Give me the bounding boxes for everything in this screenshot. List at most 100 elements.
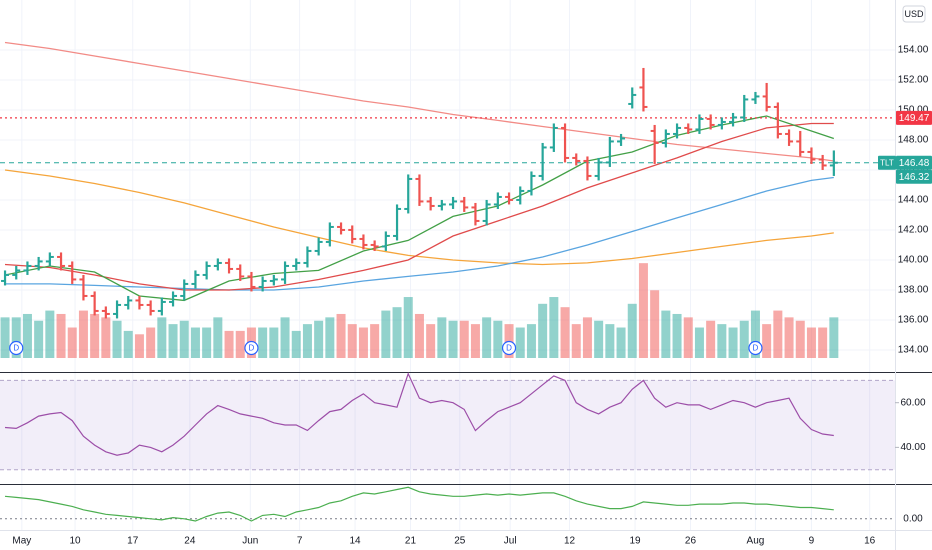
volume-bar	[224, 330, 234, 358]
volume-bar	[762, 324, 772, 358]
y-tick-label: 148.00	[898, 135, 929, 146]
currency-badge[interactable]	[902, 5, 926, 23]
reference-price-label-box	[896, 110, 932, 125]
x-tick-label: 24	[184, 536, 196, 547]
x-tick-label: 17	[127, 536, 139, 547]
volume-bar	[168, 324, 178, 358]
last-price-label: 146.48	[899, 158, 930, 169]
volume-bar	[683, 317, 693, 358]
volume-bar	[526, 324, 536, 358]
volume-bar	[157, 317, 167, 358]
volume-bar	[795, 320, 805, 358]
moving-average	[4, 115, 835, 302]
volume-bar	[134, 334, 144, 358]
volume-bar	[235, 330, 245, 358]
y-tick-label: 134.00	[898, 345, 929, 356]
dividend-label: D	[506, 344, 512, 353]
rsi-tick-label: 40.00	[900, 442, 925, 453]
dividend-marker[interactable]	[244, 340, 259, 356]
volume-bar	[694, 327, 704, 358]
x-tick-label: 7	[297, 536, 303, 547]
last-price-label-box	[896, 155, 932, 170]
volume-bar	[672, 313, 682, 358]
volume-bar	[258, 327, 268, 358]
volume-bar	[470, 324, 480, 358]
volume-bar	[773, 310, 783, 358]
volume-bar	[202, 327, 212, 358]
y-tick-label: 150.00	[898, 105, 929, 116]
volume-bar	[302, 324, 312, 358]
volume-bar	[370, 324, 380, 358]
x-tick-label: 9	[809, 536, 815, 547]
volume-bar	[269, 327, 279, 358]
volume-bar	[448, 320, 458, 358]
y-tick-label: 144.00	[898, 195, 929, 206]
x-tick-label: 25	[454, 536, 466, 547]
price-label: 146.32	[899, 172, 930, 183]
dividend-label: D	[753, 344, 759, 353]
volume-bar	[347, 324, 357, 358]
volume-bar	[325, 317, 335, 358]
x-tick-label: 26	[685, 536, 697, 547]
volume-bar	[582, 317, 592, 358]
currency: USD	[904, 9, 924, 19]
volume-bar	[728, 327, 738, 358]
x-tick-label: 14	[349, 536, 361, 547]
volume-bar	[179, 320, 189, 358]
volume-bar	[750, 310, 760, 358]
volume-bar	[0, 317, 10, 358]
volume-bar	[56, 313, 66, 358]
symbol-label: TLT	[880, 158, 894, 167]
volume-bar	[650, 290, 660, 358]
dividend-label: D	[249, 344, 255, 353]
volume-bar	[638, 263, 648, 358]
volume-bar	[661, 310, 671, 358]
x-tick-label: Jul	[504, 536, 517, 547]
volume-bar	[571, 324, 581, 358]
volume-bar	[493, 320, 503, 358]
x-tick-label: Jun	[242, 536, 258, 547]
moving-average	[4, 122, 834, 291]
volume-bar	[146, 327, 156, 358]
volume-bar	[706, 320, 716, 358]
y-tick-label: 136.00	[898, 315, 929, 326]
volume-bar	[381, 310, 391, 358]
volume-bar	[392, 307, 402, 358]
volume-bar	[549, 297, 559, 358]
volume-bar	[414, 313, 424, 358]
dividend-marker[interactable]	[748, 340, 763, 356]
volume-bar	[90, 313, 100, 358]
moving-average	[4, 169, 834, 266]
volume-bar	[123, 330, 133, 358]
x-tick-label: Aug	[747, 536, 765, 547]
volume-bar	[829, 317, 839, 358]
indicator-line	[4, 486, 834, 522]
volume-bar	[78, 310, 88, 358]
dividend-marker[interactable]	[501, 340, 517, 356]
volume-bar	[280, 317, 290, 358]
reference-price-label: 149.47	[899, 113, 930, 124]
volume-bar	[34, 320, 44, 358]
x-tick-label: 10	[69, 536, 81, 547]
volume-bar	[627, 303, 637, 358]
volume-bar	[538, 303, 548, 358]
y-tick-label: 140.00	[898, 255, 929, 266]
volume-bar	[190, 327, 200, 358]
volume-bar	[818, 327, 828, 358]
dividend-marker[interactable]	[9, 340, 24, 356]
volume-bar	[314, 320, 324, 358]
volume-bar	[806, 327, 816, 358]
y-tick-label: 154.00	[898, 45, 929, 56]
y-tick-label: 142.00	[898, 225, 929, 236]
volume-bar	[112, 320, 122, 358]
x-tick-label: 12	[564, 536, 576, 547]
volume-bar	[784, 317, 794, 358]
volume-bar	[45, 310, 55, 358]
moving-average	[5, 176, 834, 291]
volume-bar	[101, 317, 111, 358]
volume-bar	[717, 324, 727, 358]
volume-bar	[67, 327, 77, 358]
volume-bar	[605, 324, 615, 358]
